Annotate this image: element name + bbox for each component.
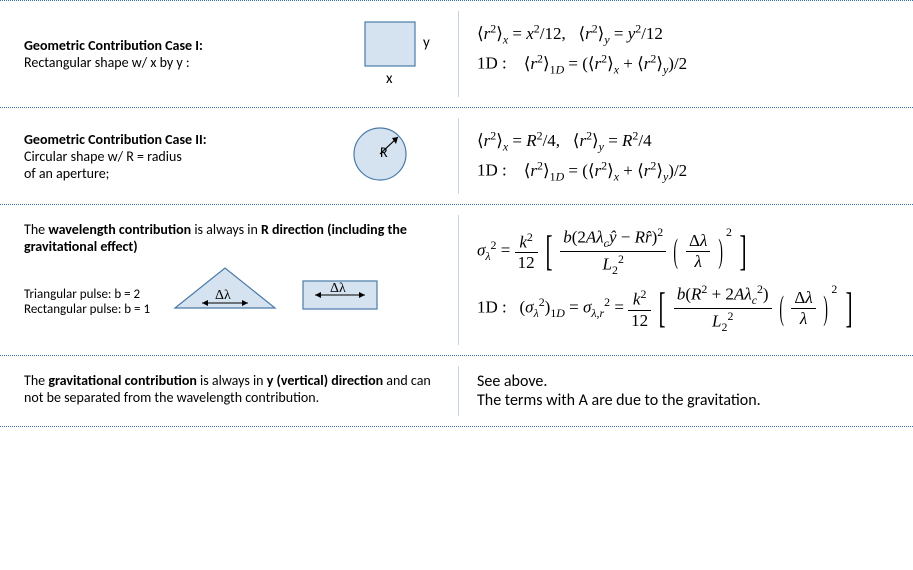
- triangle-pulse-icon: Δλ: [170, 263, 280, 317]
- case1-eq-1d: 1D : ⟨r2⟩1D = (⟨r2⟩x + ⟨r2⟩y)/2: [477, 51, 903, 77]
- case1-eq-xy: ⟨r2⟩x = x2/12, ⟨r2⟩y = y2/12: [477, 21, 903, 47]
- row-case-1: Geometric Contribution Case I: Rectangul…: [0, 0, 913, 107]
- svg-text:R: R: [380, 144, 388, 161]
- rect-pulse-icon: Δλ: [300, 278, 380, 317]
- rect-pulse-label: Rectangular pulse: b = 1: [24, 302, 150, 317]
- grav-note2: The terms with A are due to the gravitat…: [477, 391, 903, 410]
- gravitational-title: The gravitational contribution is always…: [24, 372, 440, 406]
- row-gravitational: The gravitational contribution is always…: [0, 355, 913, 427]
- case2-eq-xy: ⟨r2⟩x = R2/4, ⟨r2⟩y = R2/4: [477, 128, 903, 154]
- svg-text:Δλ: Δλ: [215, 288, 231, 303]
- wavelength-eq1: σλ2 = k212 [ b(2Aλcŷ − Rr̂)2L22 ( Δλλ )2…: [477, 225, 903, 278]
- svg-text:Δλ: Δλ: [330, 281, 346, 296]
- grav-note1: See above.: [477, 372, 903, 391]
- circle-shape-icon: R: [350, 124, 410, 188]
- row-case-2: Geometric Contribution Case II: Circular…: [0, 107, 913, 204]
- tri-pulse-label: Triangular pulse: b = 2: [24, 287, 150, 302]
- row-wavelength: The wavelength contribution is always in…: [0, 204, 913, 355]
- case2-desc1: Circular shape w/ R = radius: [24, 148, 182, 165]
- case2-desc2: of an aperture;: [24, 165, 109, 182]
- case2-title: Geometric Contribution Case II:: [24, 131, 207, 148]
- wavelength-eq2: 1D : (σλ2)1D = σλ,r2 = k212 [ b(R2 + 2Aλ…: [477, 282, 903, 335]
- svg-text:x: x: [386, 70, 393, 87]
- case1-title: Geometric Contribution Case I:: [24, 37, 203, 54]
- case1-desc: Rectangular shape w/ x by y :: [24, 54, 190, 71]
- rect-shape-icon: y x: [360, 17, 440, 91]
- svg-text:y: y: [423, 34, 430, 52]
- case2-eq-1d: 1D : ⟨r2⟩1D = (⟨r2⟩x + ⟨r2⟩y)/2: [477, 158, 903, 184]
- wavelength-title: The wavelength contribution is always in…: [24, 221, 440, 255]
- definitions-table: Geometric Contribution Case I: Rectangul…: [0, 0, 913, 427]
